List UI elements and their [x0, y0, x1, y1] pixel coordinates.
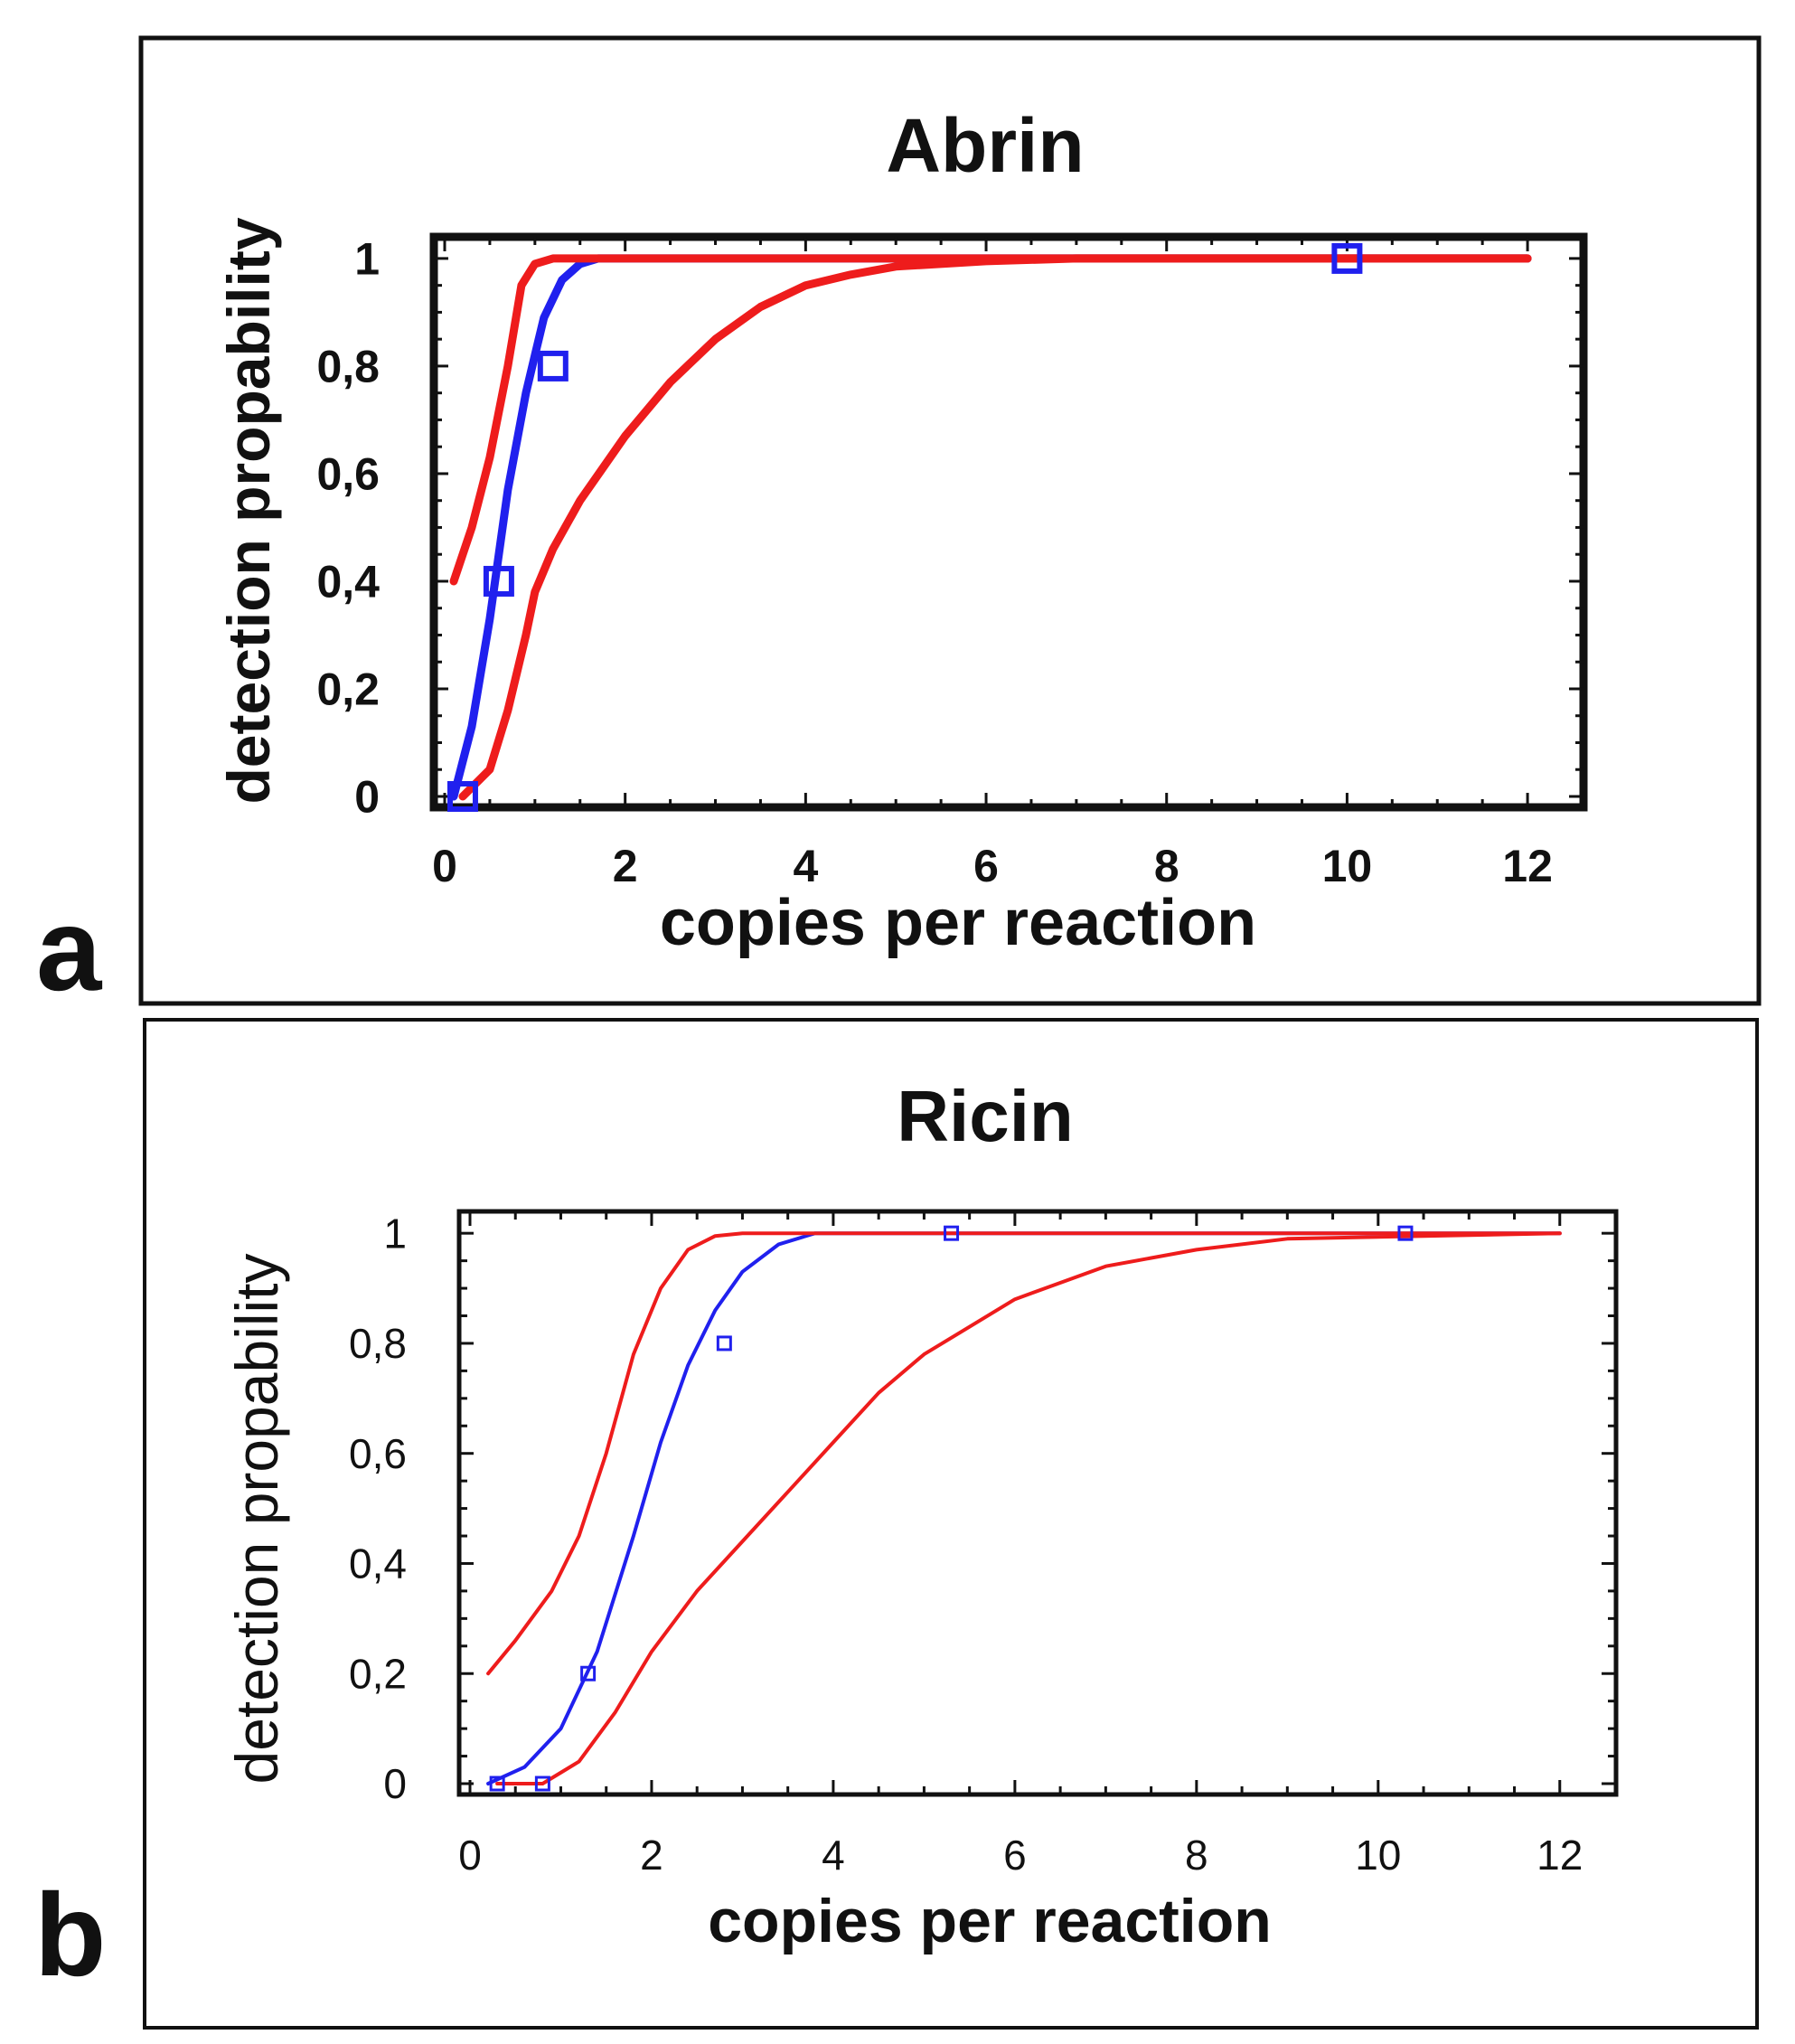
x-tick-label: 12 [1537, 1832, 1583, 1879]
y-axis-label: detection propability [215, 217, 282, 804]
x-tick-label: 8 [1185, 1832, 1208, 1879]
data-point [944, 1225, 960, 1241]
x-axis-label: copies per reaction [708, 1887, 1272, 1955]
plot-frame [456, 1209, 1619, 1797]
x-tick-label: 0 [458, 1832, 482, 1879]
chart-title: Abrin [886, 103, 1084, 188]
data-point [537, 350, 569, 381]
x-tick-label: 2 [640, 1832, 663, 1879]
x-tick-label: 4 [822, 1832, 845, 1879]
y-tick-label: 0,8 [349, 1320, 407, 1367]
data-point [446, 781, 478, 812]
y-tick-label: 0,2 [316, 664, 380, 714]
panel-a: Abrin detection propability copies per r… [138, 35, 1762, 1006]
panel-label-a: a [36, 883, 102, 1015]
x-tick-label: 10 [1355, 1832, 1401, 1879]
plot-area: 0 2 4 6 8 10 12 0 0,2 0,4 0,6 0,8 1 [349, 1209, 1619, 1879]
y-tick-label: 0,4 [349, 1540, 407, 1587]
x-tick-label: 6 [973, 841, 999, 891]
series-line-upper-ci [486, 1231, 1562, 1676]
y-tick-label: 0 [383, 1760, 407, 1807]
x-axis-label: copies per reaction [660, 887, 1256, 959]
y-tick-label: 0,6 [316, 448, 380, 499]
data-point [489, 1776, 505, 1792]
panel-label-b: b [34, 1869, 107, 2001]
x-tick-label: 12 [1502, 841, 1553, 891]
data-point [1331, 242, 1363, 274]
y-axis-label: detection propability [223, 1253, 290, 1784]
series-line-fit [486, 1231, 1562, 1785]
data-point [534, 1776, 550, 1792]
panel-b-frame [143, 1018, 1759, 2030]
series-line-upper-ci [449, 254, 1532, 586]
data-point [483, 565, 514, 597]
plot-frame [429, 232, 1588, 812]
panel-b: Ricin detection propability copies per r… [143, 1018, 1759, 2030]
series-line-lower-ci [495, 1231, 1562, 1785]
x-tick-label: 4 [793, 841, 818, 891]
x-tick-label: 8 [1154, 841, 1179, 891]
x-tick-label: 2 [613, 841, 638, 891]
plot-area: 0 2 4 6 8 10 12 0 0,2 0,4 0,6 0,8 1 [316, 232, 1588, 891]
y-tick-label: 0 [354, 772, 380, 823]
panel-a-frame [138, 35, 1762, 1006]
y-tick-label: 0,2 [349, 1650, 407, 1697]
data-point [716, 1335, 732, 1352]
y-tick-label: 1 [354, 233, 380, 284]
y-tick-label: 0,4 [316, 556, 380, 607]
y-tick-label: 1 [383, 1210, 407, 1257]
y-tick-label: 0,8 [316, 341, 380, 391]
x-tick-label: 10 [1322, 841, 1373, 891]
series-line-lower-ci [458, 254, 1532, 801]
data-point [1397, 1225, 1414, 1241]
y-tick-label: 0,6 [349, 1430, 407, 1477]
x-tick-label: 0 [432, 841, 457, 891]
series-line-fit [449, 254, 1532, 801]
chart-title: Ricin [897, 1076, 1074, 1156]
x-tick-label: 6 [1003, 1832, 1027, 1879]
data-point [580, 1665, 597, 1681]
